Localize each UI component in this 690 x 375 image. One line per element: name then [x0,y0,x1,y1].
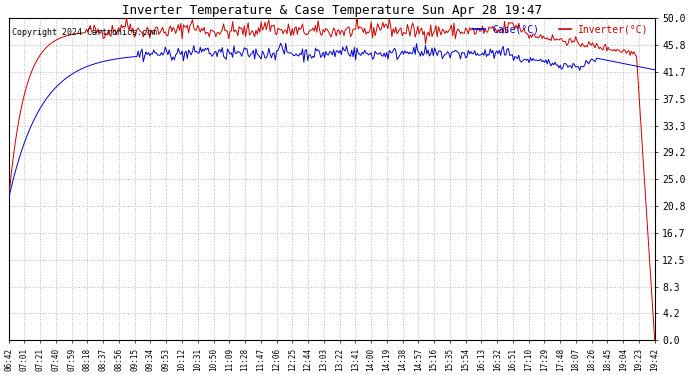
Title: Inverter Temperature & Case Temperature Sun Apr 28 19:47: Inverter Temperature & Case Temperature … [121,4,542,17]
Legend: Case(°C), Inverter(°C): Case(°C), Inverter(°C) [469,20,653,38]
Text: Copyright 2024 Cartronics.com: Copyright 2024 Cartronics.com [12,28,157,37]
